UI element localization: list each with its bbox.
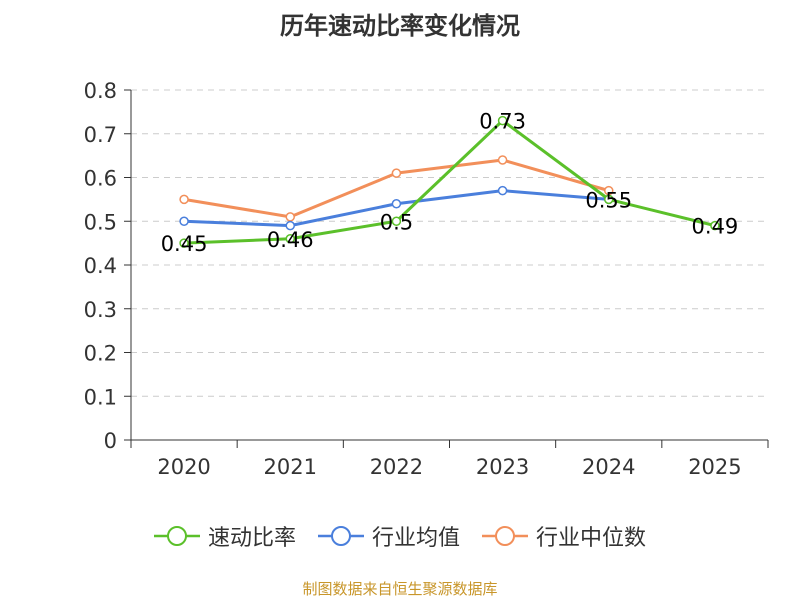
grid-lines — [131, 89, 768, 397]
data-point — [497, 115, 508, 126]
data-labels: 0.45 0.46 0.5 0.73 0.55 0.49 — [161, 110, 739, 257]
data-point — [285, 234, 295, 244]
legend-line-circle-icon — [153, 526, 200, 546]
y-tick-label: 0.2 — [84, 342, 117, 366]
axes: 0 0.1 0.2 0.3 0.4 0.5 0.6 0.7 0.8 2020 2021 2022 202… — [84, 79, 769, 479]
legend-circle — [166, 526, 187, 546]
data-point — [391, 216, 402, 226]
data-point — [497, 155, 508, 165]
data-point — [391, 168, 402, 178]
data-point — [179, 194, 189, 205]
x-tick-label: 2020 — [157, 455, 210, 479]
data-label: 0.49 — [692, 215, 739, 239]
legend-label: 速动比率 — [207, 526, 296, 551]
y-tick-label: 0.5 — [84, 210, 117, 234]
data-label: 0.46 — [267, 228, 314, 252]
data-point — [391, 199, 402, 209]
x-tick-label: 2025 — [688, 455, 741, 479]
x-tick-label: 2024 — [582, 455, 635, 479]
y-tick-label: 0.7 — [84, 123, 117, 147]
data-label: 0.5 — [380, 210, 413, 234]
legend-line-circle-icon — [482, 526, 528, 546]
legend-item[interactable]: 速动比率 — [153, 520, 296, 552]
legend-label: 行业中位数 — [536, 526, 647, 551]
data-point — [604, 194, 614, 205]
data-point — [285, 212, 295, 222]
series-lines — [179, 115, 720, 248]
legend: 速动比率 行业均值 行业中位数 — [0, 520, 800, 552]
legend-line-circle-icon — [317, 526, 364, 546]
legend-circle — [330, 526, 351, 546]
y-tick-label: 0.1 — [84, 385, 117, 409]
x-tick-label: 2021 — [264, 455, 317, 479]
data-label: 0.73 — [479, 110, 526, 134]
legend-item[interactable]: 行业中位数 — [482, 520, 646, 552]
y-tick-label: 0.6 — [84, 167, 117, 191]
data-point — [497, 185, 508, 196]
legend-item[interactable]: 行业均值 — [317, 520, 460, 552]
series-line-0 — [184, 119, 716, 245]
x-tick-label: 2022 — [370, 455, 423, 479]
data-point — [179, 238, 189, 248]
source-note: 制图数据来自恒生聚源数据库 — [302, 580, 498, 598]
data-label: 0.45 — [161, 232, 208, 256]
chart-title: 历年速动比率变化情况 — [280, 12, 520, 40]
y-tick-label: 0.8 — [84, 79, 117, 103]
y-tick-label: 0 — [104, 429, 117, 453]
data-point — [710, 220, 720, 231]
y-tick-label: 0.3 — [84, 298, 117, 322]
legend-label: 行业均值 — [371, 526, 460, 551]
data-point — [285, 220, 295, 231]
x-tick-label: 2023 — [476, 455, 529, 479]
data-label: 0.55 — [585, 188, 632, 212]
data-point — [179, 216, 189, 226]
y-tick-label: 0.4 — [84, 254, 117, 278]
legend-circle — [495, 526, 515, 546]
